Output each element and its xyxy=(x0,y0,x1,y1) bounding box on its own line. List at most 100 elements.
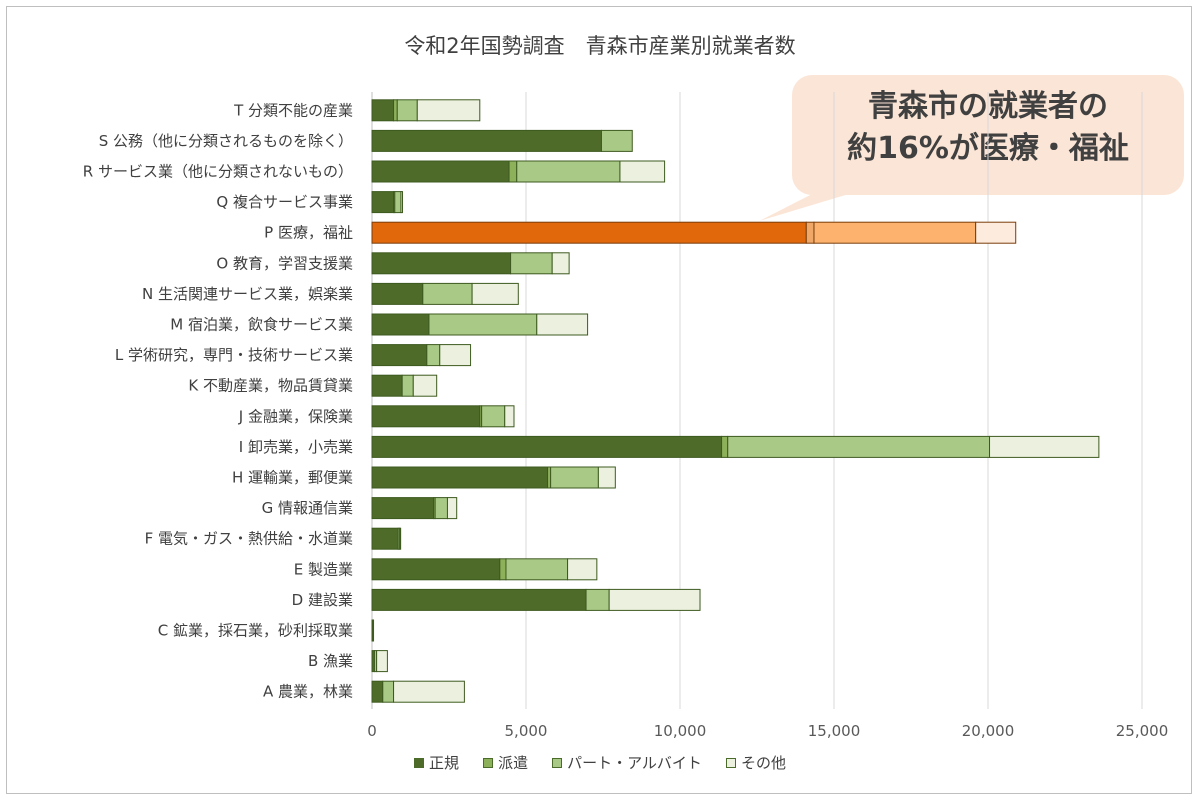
bar-segment xyxy=(499,558,507,581)
bar-segment xyxy=(371,680,384,703)
bar-segment xyxy=(371,405,481,428)
bar-segment xyxy=(412,374,438,397)
bar-segment xyxy=(505,558,569,581)
category-label: P 医療，福祉 xyxy=(264,224,353,242)
category-label: L 学術研究，専門・技術サービス業 xyxy=(115,346,353,364)
legend-item: パート・アルバイト xyxy=(552,752,702,773)
bar-segment xyxy=(371,282,424,305)
bar-segment xyxy=(600,129,633,152)
bar-segment xyxy=(721,435,729,458)
bar-segment xyxy=(371,252,512,275)
bar-segment xyxy=(813,221,977,244)
bar-segment xyxy=(401,374,414,397)
category-label: T 分類不能の産業 xyxy=(233,101,353,119)
x-tick-label: 15,000 xyxy=(808,722,861,740)
legend-swatch xyxy=(414,757,425,768)
legend-label: その他 xyxy=(740,754,786,772)
bar-segment xyxy=(975,221,1017,244)
bar-segment xyxy=(422,282,473,305)
category-label: Q 複合サービス事業 xyxy=(216,193,353,211)
bar-segment xyxy=(597,466,616,489)
callout-tail xyxy=(760,190,862,221)
category-label: O 教育，学習支援業 xyxy=(216,254,353,272)
category-label: N 生活関連サービス業，娯楽業 xyxy=(142,285,353,303)
bar-segment xyxy=(434,497,448,520)
category-label: H 運輸業，郵便業 xyxy=(232,469,353,487)
category-labels: T 分類不能の産業 S 公務（他に分類されるものを除く） R サービス業（他に分類さ… xyxy=(83,101,353,700)
bar-segment xyxy=(536,313,589,336)
bar-segment xyxy=(510,252,553,275)
bar-segment xyxy=(371,527,399,550)
x-tick-labels: 0 5,000 10,000 15,000 20,000 25,000 xyxy=(367,722,1168,740)
bar-segment xyxy=(371,99,395,122)
bar-segment xyxy=(989,435,1100,458)
bar-segment xyxy=(372,619,375,642)
bar-segment xyxy=(585,588,610,611)
category-label: E 製造業 xyxy=(294,560,353,578)
bars xyxy=(371,99,1100,703)
category-label: F 電気・ガス・熱供給・水道業 xyxy=(145,530,353,548)
category-label: M 宿泊業，飲食サービス業 xyxy=(170,316,353,334)
bar-segment xyxy=(550,466,599,489)
category-label: A 農業，林業 xyxy=(263,683,353,701)
chart-frame xyxy=(6,6,1192,794)
bar-segment xyxy=(371,558,501,581)
x-tick-label: 25,000 xyxy=(1116,722,1169,740)
bar-segment xyxy=(619,160,666,183)
bar-segment xyxy=(371,374,403,397)
bar-segment xyxy=(504,405,515,428)
legend-item: 正規 xyxy=(414,752,459,773)
bar-segment xyxy=(371,497,435,520)
legend-swatch xyxy=(725,757,736,768)
category-label: J 金融業，保険業 xyxy=(238,407,353,425)
bar-segment xyxy=(471,282,519,305)
bar-segment xyxy=(516,160,621,183)
x-tick-label: 5,000 xyxy=(505,722,548,740)
category-label: K 不動産業，物品賃貸業 xyxy=(188,377,353,395)
bar-segment xyxy=(400,191,403,214)
bar-segment xyxy=(439,344,472,367)
category-label: C 鉱業，採石業，砂利採取業 xyxy=(158,622,353,640)
legend-swatch xyxy=(483,757,494,768)
bar-segment xyxy=(393,99,398,122)
bar-segment xyxy=(371,344,428,367)
category-label: R サービス業（他に分類されないもの） xyxy=(83,163,353,181)
legend-item: その他 xyxy=(725,752,786,773)
bar-segment xyxy=(371,221,807,244)
gridlines xyxy=(371,92,1143,709)
bar-segment xyxy=(376,650,388,673)
category-label: I 卸売業，小売業 xyxy=(239,438,353,456)
bar-segment xyxy=(399,527,402,550)
bar-segment xyxy=(371,191,395,214)
bar-segment xyxy=(382,680,395,703)
x-tick-label: 0 xyxy=(367,722,377,740)
bar-segment xyxy=(371,466,549,489)
bar-segment xyxy=(371,313,430,336)
bar-segment xyxy=(805,221,815,244)
bar-segment xyxy=(426,344,441,367)
category-label: D 建設業 xyxy=(292,591,353,609)
bar-segment xyxy=(551,252,570,275)
x-tick-label: 10,000 xyxy=(654,722,707,740)
bar-segment xyxy=(428,313,538,336)
bar-segment xyxy=(371,160,510,183)
bar-segment xyxy=(371,129,602,152)
bar-segment xyxy=(416,99,481,122)
bar-segment xyxy=(446,497,458,520)
bar-segment xyxy=(394,191,402,214)
bar-segment xyxy=(393,680,465,703)
bar-segment xyxy=(727,435,991,458)
bar-segment xyxy=(481,405,506,428)
legend-item: 派遣 xyxy=(483,752,528,773)
bar-segment xyxy=(396,99,418,122)
bar-segment xyxy=(608,588,701,611)
bar-segment xyxy=(567,558,598,581)
legend: 正規 派遣 パート・アルバイト その他 xyxy=(0,752,1200,773)
chart-title: 令和2年国勢調査 青森市産業別就業者数 xyxy=(404,34,796,58)
legend-label: 正規 xyxy=(429,754,460,772)
legend-label: パート・アルバイト xyxy=(567,754,702,772)
bar-segment xyxy=(508,160,518,183)
legend-swatch xyxy=(552,757,563,768)
legend-label: 派遣 xyxy=(498,754,529,772)
